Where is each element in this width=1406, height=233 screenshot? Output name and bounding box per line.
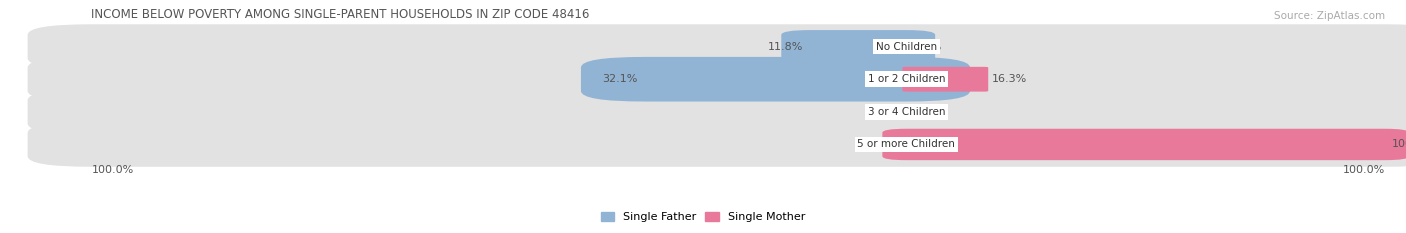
- FancyBboxPatch shape: [28, 89, 1406, 134]
- Legend: Single Father, Single Mother: Single Father, Single Mother: [600, 212, 806, 222]
- Text: 100.0%: 100.0%: [1343, 165, 1385, 175]
- Text: 0.0%: 0.0%: [914, 42, 942, 51]
- FancyBboxPatch shape: [28, 24, 1406, 69]
- Text: 32.1%: 32.1%: [602, 74, 638, 84]
- Text: 3 or 4 Children: 3 or 4 Children: [868, 107, 945, 117]
- Text: 1 or 2 Children: 1 or 2 Children: [868, 74, 945, 84]
- FancyBboxPatch shape: [782, 30, 935, 63]
- FancyBboxPatch shape: [903, 67, 988, 92]
- Text: 0.0%: 0.0%: [872, 107, 900, 117]
- Text: Source: ZipAtlas.com: Source: ZipAtlas.com: [1274, 11, 1385, 21]
- Text: 16.3%: 16.3%: [991, 74, 1026, 84]
- FancyBboxPatch shape: [581, 57, 970, 102]
- FancyBboxPatch shape: [28, 57, 1406, 102]
- Text: 100.0%: 100.0%: [1392, 140, 1406, 149]
- FancyBboxPatch shape: [28, 122, 1406, 167]
- Text: 5 or more Children: 5 or more Children: [858, 140, 955, 149]
- Text: INCOME BELOW POVERTY AMONG SINGLE-PARENT HOUSEHOLDS IN ZIP CODE 48416: INCOME BELOW POVERTY AMONG SINGLE-PARENT…: [91, 8, 589, 21]
- Text: 0.0%: 0.0%: [872, 140, 900, 149]
- FancyBboxPatch shape: [883, 129, 1406, 160]
- Text: No Children: No Children: [876, 42, 936, 51]
- Text: 11.8%: 11.8%: [768, 42, 803, 51]
- Text: 0.0%: 0.0%: [914, 107, 942, 117]
- Text: 100.0%: 100.0%: [91, 165, 134, 175]
